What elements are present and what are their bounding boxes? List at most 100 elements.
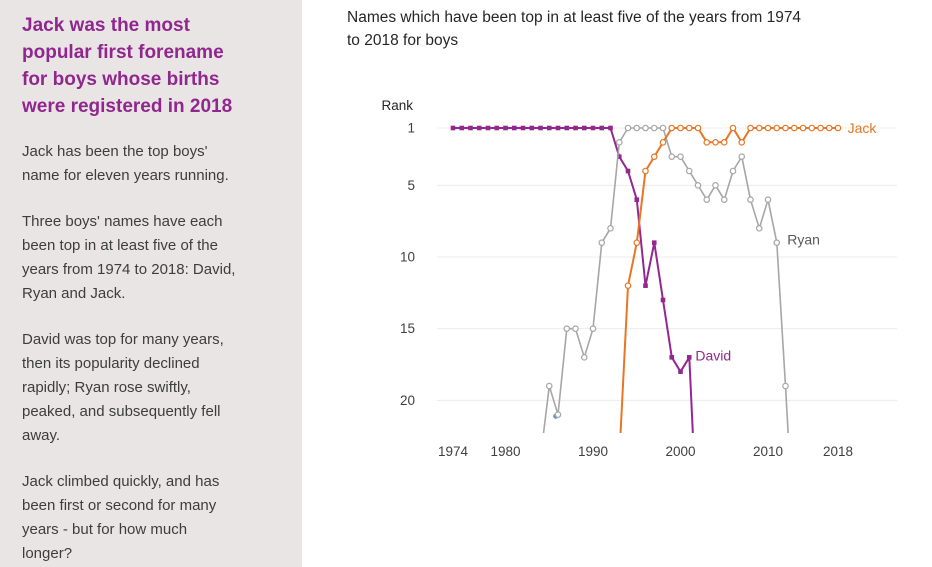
marker-jack [650, 153, 658, 160]
marker-ryan [747, 196, 754, 203]
y-axis-label: Rank [381, 98, 413, 113]
series-line-ryan [542, 127, 789, 433]
sidebar-paragraph-2: Three boys' names have each been top in … [22, 213, 236, 302]
marker-ryan [694, 182, 702, 189]
marker-ryan [729, 167, 737, 175]
marker-david [599, 125, 605, 131]
marker-jack [817, 124, 824, 132]
marker-jack [834, 124, 842, 132]
marker-jack [747, 124, 754, 132]
series-label-jack: Jack [848, 120, 878, 136]
chart-title: Names which have been top in at least fi… [347, 9, 802, 49]
sidebar-heading: Jack was the most popular first forename… [22, 15, 233, 117]
y-tick-label: 1 [407, 121, 415, 136]
marker-ryan [755, 225, 763, 232]
marker-david [625, 168, 631, 174]
marker-jack [729, 124, 737, 132]
marker-ryan [598, 239, 606, 246]
sidebar-paragraph-4: Jack climbed quickly, and has been first… [22, 473, 220, 562]
marker-ryan [703, 196, 711, 203]
sidebar: Jack was the most popular first forename… [0, 0, 302, 567]
marker-david [616, 154, 622, 159]
x-tick-label: 1974 [438, 444, 469, 459]
marker-david [485, 125, 491, 131]
marker-david [546, 125, 552, 131]
marker-david [686, 355, 692, 360]
marker-david [581, 125, 587, 131]
series-markers-jack [624, 124, 842, 289]
marker-ryan [545, 382, 553, 390]
y-tick-label: 20 [400, 393, 415, 408]
marker-ryan [633, 124, 641, 132]
marker-david [573, 125, 578, 131]
marker-jack [659, 139, 667, 146]
marker-jack [773, 124, 781, 132]
series-line-jack [619, 127, 838, 433]
marker-jack [782, 124, 789, 132]
marker-david [503, 125, 508, 131]
marker-ryan [572, 325, 579, 332]
marker-jack [668, 124, 676, 132]
marker-ryan [580, 354, 588, 361]
marker-david [651, 240, 657, 245]
marker-jack [738, 139, 746, 146]
series-label-ryan: Ryan [787, 231, 820, 247]
marker-jack [677, 124, 684, 132]
y-tick-label: 15 [400, 321, 415, 336]
x-tick-label: 2010 [753, 444, 783, 459]
marker-jack [755, 124, 763, 132]
marker-david [476, 125, 482, 131]
marker-david [643, 283, 648, 288]
marker-ryan [642, 124, 649, 132]
marker-jack [720, 139, 728, 146]
marker-ryan [782, 382, 789, 390]
sidebar-paragraph-1: Jack has been the top boys' name for ele… [22, 143, 229, 184]
marker-ryan [720, 196, 728, 203]
marker-david [669, 355, 675, 360]
marker-ryan [685, 167, 693, 175]
marker-jack [694, 124, 702, 132]
marker-david [459, 125, 465, 131]
marker-david [450, 125, 456, 131]
marker-jack [799, 124, 807, 132]
marker-jack [633, 239, 641, 246]
marker-jack [825, 124, 833, 132]
marker-david [564, 125, 570, 131]
marker-ryan [563, 325, 571, 332]
marker-david [660, 297, 666, 303]
marker-jack [703, 139, 711, 146]
marker-david [555, 125, 561, 131]
marker-david [634, 197, 640, 202]
series-markers-ryan [545, 124, 789, 418]
marker-ryan [668, 153, 676, 160]
marker-david [538, 125, 543, 131]
marker-ryan [764, 196, 772, 203]
x-tick-label: 1980 [490, 444, 520, 459]
marker-ryan [607, 225, 614, 232]
marker-jack [764, 124, 772, 132]
x-tick-label: 1990 [578, 444, 608, 459]
marker-david [520, 125, 526, 131]
y-tick-label: 5 [407, 178, 415, 193]
marker-jack [624, 282, 632, 289]
marker-jack [712, 139, 719, 146]
marker-jack [790, 124, 798, 132]
marker-ryan [659, 124, 667, 132]
marker-ryan [650, 124, 658, 132]
series-label-david: David [695, 347, 731, 363]
marker-david [494, 125, 500, 131]
stray-blue-marker [553, 413, 559, 419]
marker-david [678, 369, 683, 374]
marker-ryan [589, 325, 597, 332]
marker-ryan [554, 411, 562, 418]
sidebar-paragraph-3: David was top for many years, then its p… [22, 331, 224, 444]
marker-ryan [677, 153, 684, 160]
series-line-david [453, 127, 694, 433]
marker-david [468, 125, 473, 131]
marker-ryan [712, 182, 719, 189]
marker-ryan [773, 239, 781, 246]
x-tick-label: 2018 [823, 444, 853, 459]
x-tick-label: 2000 [665, 444, 695, 459]
marker-jack [642, 167, 649, 175]
